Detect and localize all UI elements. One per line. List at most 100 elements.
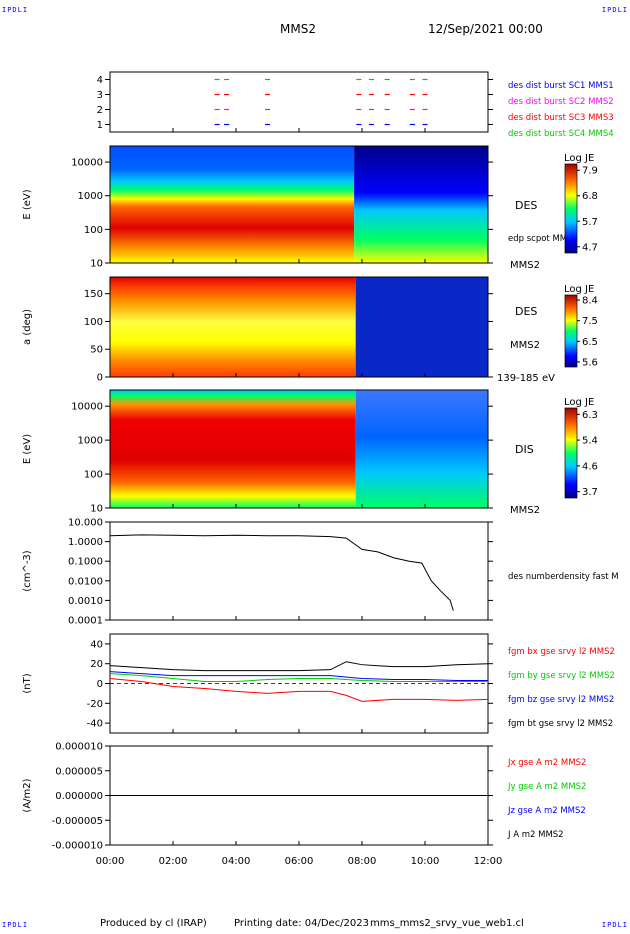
current-ytick-label: -0.000010 [52,841,103,852]
des-energy-species: DES [515,199,537,212]
corner-label-bl: IPDLI [2,921,29,929]
current-ytick-label: 0.000000 [55,791,103,802]
bfield-ytick-label: -40 [87,719,103,730]
des-energy-spectrogram-late [354,146,488,263]
time-tick-label: 04:00 [222,856,251,867]
des-energy-spacecraft: MMS2 [510,260,540,271]
des-pitch-colorbar-tick: 5.6 [582,357,598,368]
bfield-ytick-label: 0 [97,679,103,690]
current-legend: J A m2 MMS2 [507,830,564,840]
des-pitch-ylabel: a (deg) [22,309,33,345]
dis-energy-ytick-label: 100 [84,470,103,481]
des-pitch-species: DES [515,305,537,318]
bfield-series-line [109,661,489,672]
burst-panel-frame [109,71,489,133]
burst-legend: des dist burst SC2 MMS2 [508,97,614,107]
des-energy-ytick-label: 100 [84,225,103,236]
des-energy-ytick-label: 1000 [78,191,103,202]
bfield-ytick-label: 40 [90,639,103,650]
current-legend: Jz gse A m2 MMS2 [507,806,586,816]
des-energy-spectrogram-early [110,146,355,263]
dis-energy-ylabel: E (eV) [22,434,33,464]
dis-energy-colorbar-tick: 3.7 [582,487,598,498]
des-pitch-ytick-label: 50 [90,345,103,356]
bfield-legend: fgm bz gse srvy l2 MMS2 [508,695,614,705]
current-legend: Jy gse A m2 MMS2 [507,782,586,792]
des-pitch-colorbar-title: Log JE [564,284,594,295]
dis-energy-colorbar-title: Log JE [564,397,594,408]
time-tick-label: 08:00 [348,856,377,867]
burst-ytick-label: 4 [97,75,103,86]
des-pitch-colorbar-tick: 7.5 [582,316,598,327]
dis-energy-ytick-label: 1000 [78,436,103,447]
des-energy-overlay-label: edp scpot MMS2 [508,234,578,244]
footer-printing-date: Printing date: 04/Dec/2023 [234,918,370,929]
corner-label-tl: IPDLI [2,6,29,14]
density-panel-frame [109,521,489,621]
burst-legend: des dist burst SC3 MMS3 [508,113,614,123]
current-ylabel: (A/m2) [22,778,33,812]
corner-label-tr: IPDLI [601,6,628,14]
footer-produced-by: Produced by cl (IRAP) [100,918,207,929]
current-ytick-label: 0.000010 [55,742,103,753]
des-energy-ytick-label: 10000 [71,158,103,169]
time-tick-label: 02:00 [159,856,188,867]
des-energy-colorbar-tick: 6.8 [582,191,598,202]
bfield-ylabel: (nT) [22,673,33,693]
current-ytick-label: 0.000005 [55,766,103,777]
time-tick-label: 00:00 [96,856,125,867]
footer-script: mms_mms2_srvy_vue_web1.cl [370,918,524,929]
des-pitch-colorbar-bar [564,294,578,368]
time-tick-label: 12:00 [474,856,503,867]
density-series-line [109,534,454,611]
density-ytick-label: 10.000 [68,518,103,529]
density-ytick-label: 0.0100 [68,576,103,587]
dis-energy-colorbar-bar [564,407,578,499]
dis-energy-colorbar-tick: 6.3 [582,410,598,421]
dis-energy-spacecraft: MMS2 [510,505,540,516]
burst-legend: des dist burst SC4 MMS4 [508,129,614,139]
dis-energy-colorbar-tick: 4.6 [582,461,598,472]
des-energy-colorbar-bar [564,163,578,254]
burst-ytick-label: 1 [97,120,103,131]
des-pitch-energy-range: 139-185 eV [497,373,555,384]
des-pitch-spectrogram-early [110,277,356,377]
bfield-legend: fgm bt gse srvy l2 MMS2 [508,719,613,729]
dis-energy-species: DIS [515,443,534,456]
dis-energy-spectrogram-late [355,390,488,508]
des-pitch-colorbar-tick: 6.5 [582,337,598,348]
density-ytick-label: 0.1000 [68,557,103,568]
burst-legend: des dist burst SC1 MMS1 [508,81,614,91]
current-ytick-label: -0.000005 [52,816,103,827]
dis-energy-ytick-label: 10 [90,504,103,515]
des-pitch-ytick-label: 0 [97,373,103,384]
corner-label-br: IPDLI [601,921,628,929]
time-tick-label: 06:00 [285,856,314,867]
density-ytick-label: 1.0000 [68,537,103,548]
bfield-series-line [109,673,488,683]
des-energy-colorbar-tick: 5.7 [582,217,598,228]
bfield-legend: fgm bx gse srvy l2 MMS2 [508,647,615,657]
des-energy-colorbar-tick: 7.9 [582,166,598,177]
dis-energy-ytick-label: 10000 [71,402,103,413]
density-ylabel: (cm^-3) [22,550,33,591]
time-tick-label: 10:00 [411,856,440,867]
burst-ytick-label: 2 [97,105,103,116]
bfield-legend: fgm by gse srvy l2 MMS2 [508,671,615,681]
density-ytick-label: 0.0001 [68,616,103,627]
current-legend: Jx gse A m2 MMS2 [507,758,586,768]
des-pitch-ytick-label: 150 [84,289,103,300]
bfield-series-line [109,671,488,682]
bfield-series-line [109,678,489,702]
density-legend: des numberdensity fast M [508,572,619,582]
density-ytick-label: 0.0010 [68,596,103,607]
burst-ytick-label: 3 [97,90,103,101]
des-energy-ylabel: E (eV) [22,189,33,219]
bfield-ytick-label: -20 [87,699,103,710]
des-energy-ytick-label: 10 [90,259,103,270]
des-energy-colorbar-title: Log JE [564,153,594,164]
dis-energy-colorbar-tick: 5.4 [582,436,598,447]
spacecraft-title: MMS2 [280,22,316,36]
dis-energy-spectrogram-early [110,390,356,508]
